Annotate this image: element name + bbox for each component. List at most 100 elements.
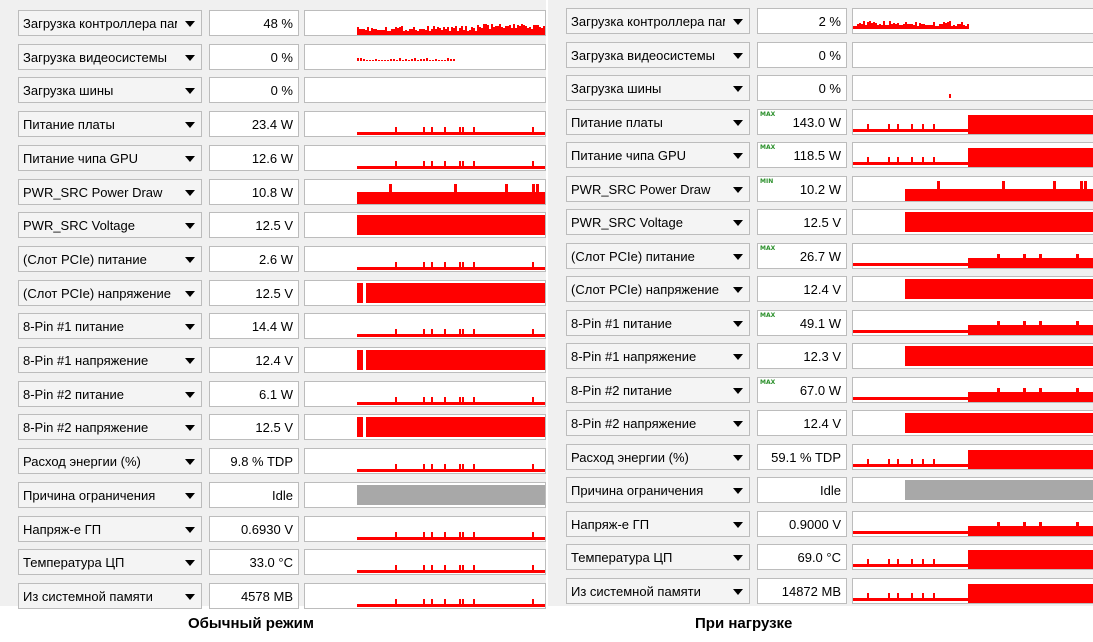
graph-bar [997, 387, 1000, 393]
sensor-select[interactable]: Загрузка контроллера памяти [566, 8, 750, 34]
sensor-select[interactable]: (Слот PCIe) напряжение [566, 276, 750, 302]
sensor-value: 12.6 W [251, 150, 293, 166]
sensor-select[interactable]: Из системной памяти [18, 582, 202, 609]
graph-bar [357, 603, 545, 607]
sensor-select[interactable]: Температура ЦП [18, 549, 202, 576]
chevron-down-icon[interactable] [185, 21, 195, 27]
graph-bar [1076, 320, 1079, 326]
sensor-select[interactable]: Напряж-е ГП [18, 515, 202, 542]
graph-bar [907, 24, 909, 29]
graph-bar [473, 396, 475, 403]
graph-bar [365, 30, 367, 35]
graph-bar [481, 28, 483, 35]
chevron-down-icon[interactable] [733, 521, 743, 528]
chevron-down-icon[interactable] [185, 425, 195, 432]
chevron-down-icon[interactable] [185, 256, 195, 263]
graph-bar [447, 27, 449, 35]
sensor-select[interactable]: 8-Pin #1 напряжение [18, 347, 202, 373]
sensor-select[interactable]: Причина ограничения [566, 477, 750, 503]
sensor-select[interactable]: 8-Pin #2 напряжение [566, 410, 750, 436]
sensor-select[interactable]: Питание чипа GPU [18, 144, 202, 171]
sensor-select[interactable]: (Слот PCIe) питание [18, 245, 202, 272]
chevron-down-icon[interactable] [733, 153, 743, 159]
chevron-down-icon[interactable] [733, 454, 743, 461]
sensor-label: Загрузка контроллера памяти [23, 16, 177, 31]
sensor-select[interactable]: (Слот PCIe) напряжение [18, 279, 202, 306]
chevron-down-icon[interactable] [185, 155, 195, 162]
graph-bar [888, 592, 890, 599]
graph-bar [461, 26, 463, 35]
graph-bar [431, 565, 433, 572]
chevron-down-icon[interactable] [733, 52, 743, 59]
sensor-graph [852, 577, 1093, 604]
chevron-down-icon[interactable] [733, 287, 743, 293]
sensor-select[interactable]: Загрузка шины [18, 77, 202, 104]
chevron-down-icon[interactable] [185, 189, 195, 196]
chevron-down-icon[interactable] [733, 220, 743, 226]
chevron-down-icon[interactable] [733, 555, 743, 561]
sensor-select[interactable]: Загрузка видеосистемы [18, 43, 202, 70]
sensor-select[interactable]: 8-Pin #2 питание [566, 376, 750, 403]
sensor-select[interactable]: 8-Pin #1 питание [566, 309, 750, 336]
chevron-down-icon[interactable] [185, 492, 195, 499]
graph-bar [431, 127, 433, 134]
sensor-select[interactable]: Напряж-е ГП [566, 510, 750, 537]
sensor-select[interactable]: PWR_SRC Power Draw [566, 175, 750, 202]
sensor-select[interactable]: 8-Pin #1 питание [18, 313, 202, 340]
chevron-down-icon[interactable] [733, 19, 743, 25]
chevron-down-icon[interactable] [185, 560, 195, 567]
sensor-select[interactable]: Из системной памяти [566, 577, 750, 604]
chevron-down-icon[interactable] [185, 88, 195, 95]
sensor-graph [852, 410, 1093, 436]
sensor-select[interactable]: PWR_SRC Power Draw [18, 178, 202, 205]
chevron-down-icon[interactable] [733, 253, 743, 260]
chevron-down-icon[interactable] [733, 354, 743, 360]
sensor-select[interactable]: (Слот PCIe) питание [566, 242, 750, 269]
sensor-value: 12.3 V [803, 349, 841, 364]
sensor-graph-svg [905, 279, 1093, 299]
sensor-row-8-pin-1-питание: 8-Pin #1 питание 14.4 W [0, 313, 546, 341]
chevron-down-icon[interactable] [733, 186, 743, 193]
chevron-down-icon[interactable] [733, 421, 743, 427]
chevron-down-icon[interactable] [185, 290, 195, 297]
chevron-down-icon[interactable] [185, 324, 195, 331]
sensor-select[interactable]: 8-Pin #2 напряжение [18, 414, 202, 441]
chevron-down-icon[interactable] [185, 593, 195, 600]
chevron-down-icon[interactable] [185, 526, 195, 533]
chevron-down-icon[interactable] [185, 391, 195, 398]
sensor-select[interactable]: Питание чипа GPU [566, 142, 750, 168]
sensor-select[interactable]: Питание платы [18, 111, 202, 138]
sensor-select[interactable]: Загрузка шины [566, 75, 750, 101]
graph-bar [391, 29, 393, 35]
sensor-select[interactable]: Питание платы [566, 108, 750, 135]
graph-bar [473, 531, 475, 538]
chevron-down-icon[interactable] [185, 223, 195, 230]
sensor-select[interactable]: 8-Pin #1 напряжение [566, 343, 750, 369]
sensor-value: 23.4 W [251, 117, 293, 133]
chevron-down-icon[interactable] [733, 119, 743, 126]
chevron-down-icon[interactable] [185, 54, 195, 61]
chevron-down-icon[interactable] [733, 588, 743, 595]
chevron-down-icon[interactable] [733, 488, 743, 494]
chevron-down-icon[interactable] [733, 320, 743, 327]
sensor-select[interactable]: Расход энергии (%) [18, 448, 202, 475]
sensor-select[interactable]: Загрузка контроллера памяти [18, 10, 202, 36]
chevron-down-icon[interactable] [185, 122, 195, 129]
sensor-graph [304, 77, 546, 104]
chevron-down-icon[interactable] [185, 459, 195, 466]
chevron-down-icon[interactable] [733, 387, 743, 394]
sensor-select[interactable]: Причина ограничения [18, 481, 202, 508]
chevron-down-icon[interactable] [733, 86, 743, 92]
graph-bar [922, 592, 924, 599]
chevron-down-icon[interactable] [185, 358, 195, 364]
sensor-select[interactable]: PWR_SRC Voltage [566, 209, 750, 235]
graph-bar [366, 282, 545, 303]
sensor-select[interactable]: PWR_SRC Voltage [18, 212, 202, 239]
sensor-select[interactable]: 8-Pin #2 питание [18, 380, 202, 407]
sensor-select[interactable]: Загрузка видеосистемы [566, 41, 750, 68]
sensor-graph-svg [853, 521, 1093, 536]
graph-bar [968, 583, 1093, 603]
sensor-select[interactable]: Расход энергии (%) [566, 443, 750, 470]
sensor-select[interactable]: Температура ЦП [566, 544, 750, 570]
graph-bar [922, 559, 924, 565]
